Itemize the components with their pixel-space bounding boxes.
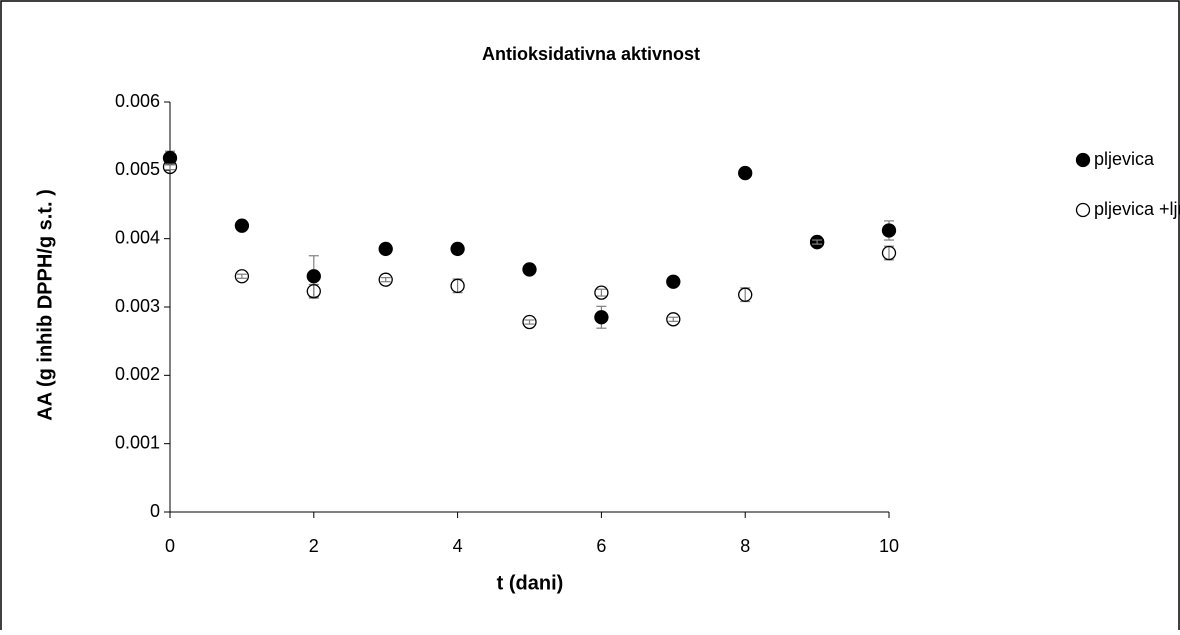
x-tick-label: 0 xyxy=(165,536,175,556)
point xyxy=(738,165,753,181)
point xyxy=(234,218,250,233)
error-bar xyxy=(236,273,247,279)
error-bar xyxy=(380,277,391,283)
legend-marker xyxy=(1075,152,1091,168)
chart-title: Antioksidativna aktivnost xyxy=(482,44,700,64)
point xyxy=(881,245,897,261)
point xyxy=(666,312,681,327)
error-bar xyxy=(524,319,535,325)
y-tick-label: 0 xyxy=(150,501,160,521)
error-bar xyxy=(668,316,679,322)
point xyxy=(306,284,321,299)
y-tick-label: 0.003 xyxy=(115,296,160,316)
point xyxy=(666,274,681,289)
point xyxy=(378,272,393,287)
y-tick-label: 0.001 xyxy=(115,432,160,452)
point xyxy=(594,310,609,325)
y-axis-label: AA (g inhib DPPH/g s.t. ) xyxy=(34,189,56,420)
point xyxy=(162,159,178,175)
point xyxy=(450,241,465,257)
point xyxy=(738,287,753,302)
legend-label: pljevica xyxy=(1094,149,1155,169)
x-axis-label: t (dani) xyxy=(497,572,564,594)
point xyxy=(809,234,825,250)
point xyxy=(522,262,537,277)
error-bar xyxy=(596,288,607,297)
x-tick-label: 2 xyxy=(309,536,319,556)
x-tick-label: 6 xyxy=(596,536,606,556)
legend-marker xyxy=(1075,202,1091,218)
point xyxy=(378,241,393,257)
y-tick-label: 0.006 xyxy=(115,91,160,111)
y-tick-label: 0.004 xyxy=(115,227,160,247)
x-tick-label: 8 xyxy=(740,536,750,556)
point xyxy=(594,285,609,300)
x-tick-label: 4 xyxy=(453,536,463,556)
error-bar xyxy=(812,239,823,245)
point xyxy=(450,278,465,293)
legend-label: pljevica +ljuska ječma xyxy=(1094,199,1180,219)
point xyxy=(522,314,537,330)
point xyxy=(306,269,321,284)
error-bar xyxy=(165,163,175,171)
y-tick-label: 0.002 xyxy=(115,364,160,384)
point xyxy=(234,269,250,284)
y-tick-label: 0.005 xyxy=(115,159,160,179)
point xyxy=(881,223,897,238)
x-tick-label: 10 xyxy=(879,536,899,556)
